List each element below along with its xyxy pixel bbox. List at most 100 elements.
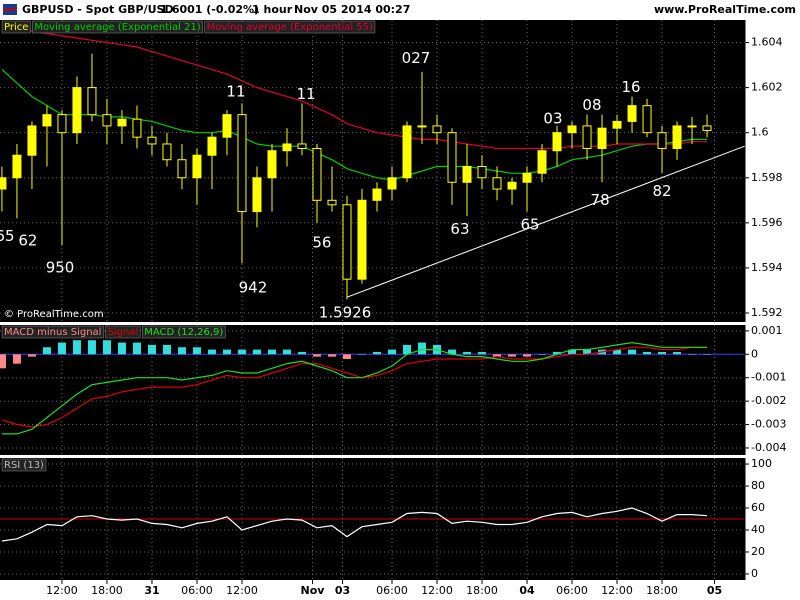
price-panel [0,20,745,322]
candle-body [0,177,7,190]
histogram-bar [448,349,457,355]
candle-body [702,125,712,131]
histogram-bar [357,354,366,355]
legend-label: Price [4,22,28,33]
histogram-bar [688,354,697,355]
histogram-bar [0,354,6,369]
histogram-bar [703,354,712,355]
histogram-bar [418,342,427,355]
histogram-bar [493,354,502,357]
y-tick-label: 100 [751,457,772,470]
y-tick-label: 60 [751,501,765,514]
candle-body [327,199,337,206]
candle-body [417,125,427,128]
histogram-bar [388,349,397,355]
x-tick-label: 18:00 [646,584,678,597]
x-tick-label: 31 [144,584,159,597]
symbol: GBPUSD - Spot GBP/USD [22,3,174,16]
candle-body [27,125,37,156]
y-tick-label: 1.594 [751,261,783,274]
histogram-bar [613,349,622,355]
histogram-bar [628,349,637,355]
candle-body [627,105,637,122]
legend-box [1,20,31,34]
legend-box [204,20,376,34]
histogram-bar [87,340,96,355]
histogram-bar [373,351,382,355]
legend-label: Moving average (Exponential 21) [34,22,200,33]
histogram-bar [12,354,21,364]
legend-label: Moving average (Exponential 55) [207,22,373,33]
y-tick-label: 1.602 [751,81,783,94]
annotation: 82 [652,182,671,200]
x-tick-label: Nov [301,584,326,597]
histogram-bar [147,344,156,355]
y-tick-label: -0.003 [751,418,786,431]
y-tick-label: 0 [751,567,758,580]
annotation: 63 [450,220,469,238]
x-tick-label: 06:00 [376,584,408,597]
annotation: 11 [226,83,245,101]
candle-body [177,159,187,179]
candle-body [57,114,67,134]
annotation: 65 [520,216,539,234]
candle-body [162,143,172,161]
candle-body [192,154,202,179]
candle-body [102,114,112,127]
candle-body [372,188,382,201]
y-tick-label: -0.002 [751,394,786,407]
histogram-bar [478,351,487,355]
annotation: 027 [402,49,431,67]
annotation: 1.5926 [319,303,372,321]
candle-body [507,181,517,190]
annotation: 942 [239,279,268,297]
candle-body [237,114,247,213]
x-tick-label: 18:00 [466,584,498,597]
histogram-bar [117,342,126,355]
candle-body [312,147,322,201]
x-tick-label: 18:00 [91,584,123,597]
candle-body [672,125,682,149]
histogram-bar [192,347,201,355]
macd-panel [0,325,745,455]
y-tick-label: 1.6 [751,126,769,139]
histogram-bar [252,349,261,355]
histogram-bar [403,344,412,355]
candle-body [402,125,412,179]
site: www.ProRealTime.com [654,3,796,16]
x-tick-label: 12:00 [46,584,78,597]
x-tick-label: 04 [519,584,535,597]
candle-body [87,87,97,116]
candle-body [12,154,22,179]
candle-body [537,150,547,174]
histogram-bar [177,347,186,355]
histogram-bar [57,342,66,355]
legend-box [1,458,47,472]
histogram-bar [508,354,517,357]
histogram-bar [463,351,472,355]
legend-box [105,325,141,339]
annotation: 03 [543,110,562,128]
histogram-bar [523,354,532,357]
x-tick-label: 06:00 [181,584,213,597]
histogram-bar [162,344,171,355]
candle-body [462,165,472,183]
x-tick-label: 12:00 [226,584,258,597]
candle-body [147,136,157,145]
candle-body [687,125,697,128]
legend-label: MACD (12,26,9) [144,327,223,338]
candle-body [267,150,277,179]
histogram-bar [282,349,291,355]
y-tick-label: 1.592 [751,306,783,319]
histogram-bar [553,351,562,355]
histogram-bar [222,349,231,355]
annotation: 65 [0,227,14,245]
histogram-bar [207,349,216,355]
y-tick-label: 20 [751,545,765,558]
candle-body [477,165,487,179]
y-tick-label: 0 [751,347,758,360]
x-tick-label: 12:00 [421,584,453,597]
legend-box [141,325,226,339]
annotation: 16 [621,78,640,96]
y-tick-label: -0.001 [751,371,786,384]
